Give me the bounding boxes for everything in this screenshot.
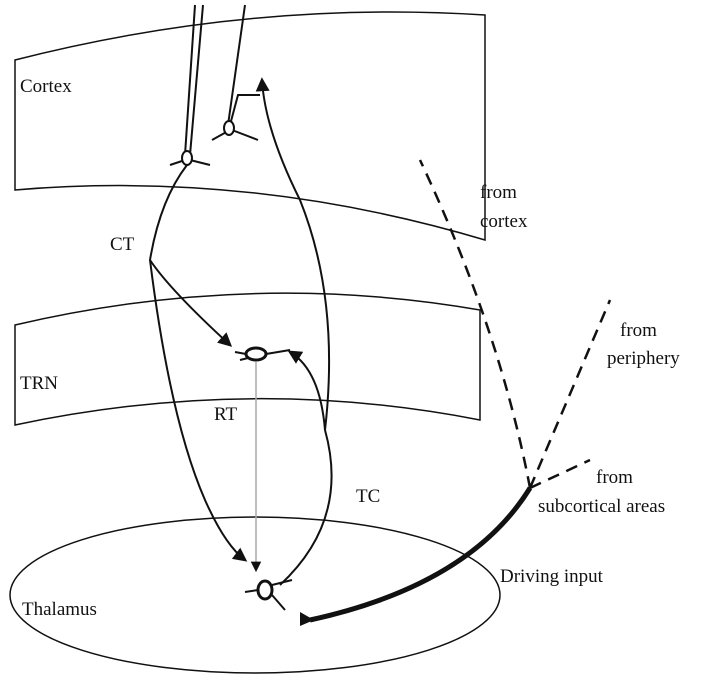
input-label: from: [480, 182, 517, 203]
cortex-sheet: [15, 12, 485, 240]
diagram: Cortex TRN Thalamus CT RT TC from cortex…: [0, 0, 708, 676]
input-label: from: [620, 320, 657, 341]
input-label: from: [596, 467, 633, 488]
input-label: subcortical areas: [538, 496, 665, 517]
from-periphery-line: [530, 300, 610, 488]
region-label: Thalamus: [22, 599, 97, 620]
input-label: Driving input: [500, 566, 604, 587]
pathway-label: RT: [214, 404, 238, 425]
tc-neuron: [258, 581, 272, 599]
pathway-label: TC: [356, 486, 380, 507]
input-label: periphery: [607, 348, 680, 369]
pathway-label: CT: [110, 234, 135, 255]
region-label: TRN: [20, 373, 58, 394]
thalamus-ellipse: [10, 517, 500, 673]
region-label: Cortex: [20, 76, 72, 97]
rt-neuron: [246, 348, 266, 360]
input-label: cortex: [480, 211, 528, 232]
